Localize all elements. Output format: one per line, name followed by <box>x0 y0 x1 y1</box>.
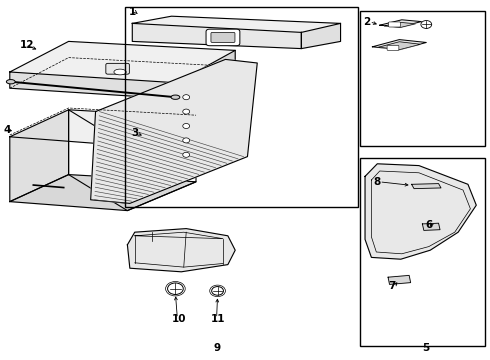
Polygon shape <box>10 110 69 202</box>
FancyBboxPatch shape <box>387 45 399 50</box>
Polygon shape <box>10 72 176 99</box>
Text: 5: 5 <box>422 343 430 354</box>
Circle shape <box>168 283 183 294</box>
Bar <box>360 158 485 346</box>
Circle shape <box>421 21 432 28</box>
Text: 12: 12 <box>20 40 34 50</box>
Circle shape <box>212 287 223 295</box>
Text: 3: 3 <box>131 128 139 138</box>
Polygon shape <box>127 229 235 272</box>
Polygon shape <box>365 164 476 259</box>
Polygon shape <box>388 275 411 284</box>
FancyBboxPatch shape <box>206 29 240 46</box>
Text: 6: 6 <box>425 220 433 230</box>
Ellipse shape <box>171 95 180 99</box>
Polygon shape <box>10 41 235 83</box>
Polygon shape <box>372 40 426 50</box>
Text: 1: 1 <box>129 6 136 17</box>
Bar <box>125 7 358 207</box>
Circle shape <box>183 95 190 100</box>
Polygon shape <box>132 23 301 49</box>
Bar <box>360 11 485 146</box>
Circle shape <box>183 152 190 157</box>
Text: 8: 8 <box>373 177 381 187</box>
Polygon shape <box>379 42 420 50</box>
Ellipse shape <box>6 80 15 84</box>
Ellipse shape <box>114 69 126 75</box>
Polygon shape <box>380 20 421 27</box>
Circle shape <box>183 123 190 129</box>
FancyBboxPatch shape <box>106 63 129 74</box>
Polygon shape <box>301 23 341 49</box>
Polygon shape <box>422 223 440 230</box>
Text: 7: 7 <box>388 281 395 291</box>
Polygon shape <box>412 184 441 189</box>
FancyBboxPatch shape <box>389 22 400 27</box>
FancyBboxPatch shape <box>211 32 235 42</box>
Text: 2: 2 <box>364 17 371 27</box>
Polygon shape <box>176 50 235 99</box>
Polygon shape <box>385 22 416 27</box>
Circle shape <box>183 138 190 143</box>
Circle shape <box>183 109 190 114</box>
Polygon shape <box>10 110 196 146</box>
Text: 4: 4 <box>4 125 11 135</box>
Polygon shape <box>132 16 341 32</box>
Polygon shape <box>10 175 196 211</box>
Text: 11: 11 <box>211 314 225 324</box>
Text: 10: 10 <box>172 314 186 324</box>
Polygon shape <box>91 59 257 203</box>
Text: 9: 9 <box>213 343 220 354</box>
